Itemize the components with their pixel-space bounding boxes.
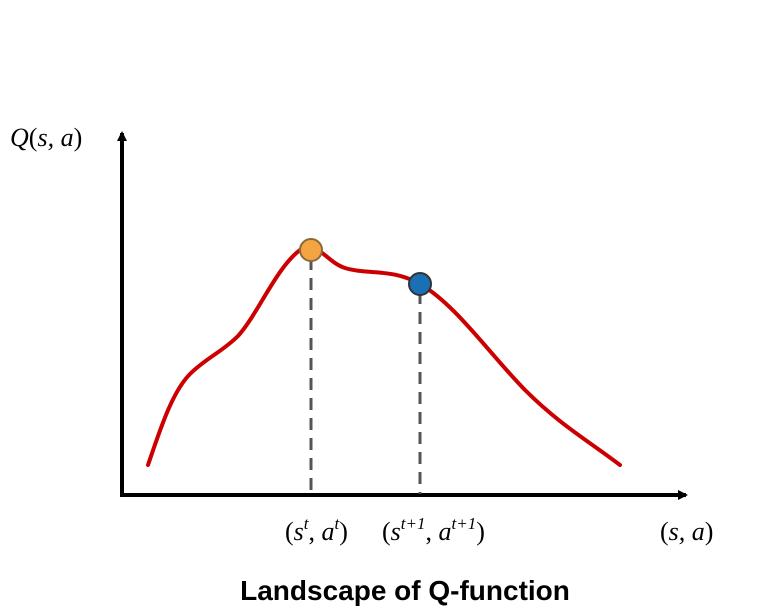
next-state-label: (st+1, at+1) <box>382 514 485 546</box>
figure-caption: Landscape of Q-function <box>240 575 570 606</box>
q-function-curve <box>146 244 622 467</box>
current-state-label: (st, at) <box>285 514 348 546</box>
current-state-point <box>299 238 323 262</box>
x-axis-label: (s, a) <box>660 517 713 546</box>
y-axis-label: Q(s, a) <box>10 123 82 152</box>
next-state-point <box>408 272 432 296</box>
